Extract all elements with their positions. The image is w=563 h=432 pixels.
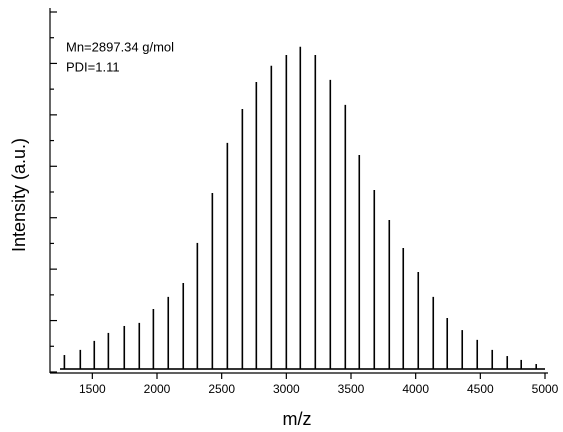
x-tick-label: 3000 xyxy=(273,382,300,396)
x-tick-label: 2000 xyxy=(144,382,171,396)
x-tick-label: 2500 xyxy=(208,382,235,396)
x-tick-label: 4000 xyxy=(402,382,429,396)
y-axis-title: Intensity (a.u.) xyxy=(9,138,29,252)
x-tick-label: 5000 xyxy=(532,382,559,396)
annotation: Mn=2897.34 g/mol xyxy=(66,39,174,54)
x-axis-title: m/z xyxy=(283,409,312,429)
x-tick-label: 1500 xyxy=(79,382,106,396)
x-tick-label: 3500 xyxy=(338,382,365,396)
annotation: PDI=1.11 xyxy=(66,59,120,74)
x-tick-label: 4500 xyxy=(467,382,494,396)
